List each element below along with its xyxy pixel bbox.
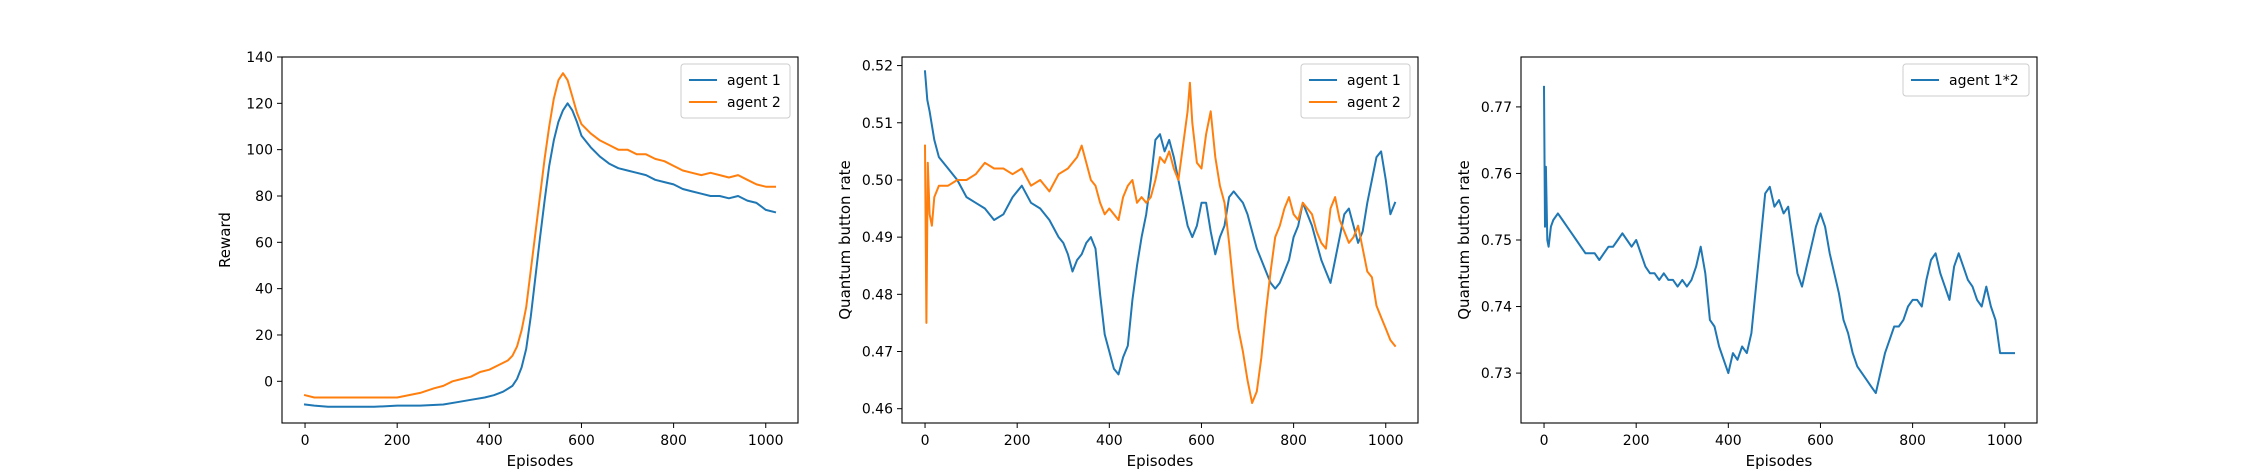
y-tick-label: 100: [246, 143, 273, 159]
chart-panel-1: 0 200 400 600 800 1000 0 20 40 60 80 100 120 140 Episo…: [216, 50, 799, 470]
axes-frame: [901, 56, 1419, 424]
y-axis-label: Quantum button rate: [1455, 160, 1473, 320]
x-tick-label: 600: [1807, 433, 1834, 449]
x-tick-label: 600: [568, 433, 595, 449]
axes-frame: [1520, 56, 2038, 424]
y-tick-label: 0.51: [862, 116, 893, 132]
x-tick-label: 400: [476, 433, 503, 449]
x-tick-label: 400: [1096, 433, 1123, 449]
x-axis-label: Episodes: [1127, 452, 1194, 470]
x-tick-label: 800: [660, 433, 687, 449]
x-axis-label: Episodes: [1746, 452, 1813, 470]
y-tick-label: 60: [255, 235, 273, 251]
legend-label-2: agent 2: [727, 95, 781, 111]
legend-label-2: agent 2: [1347, 95, 1401, 111]
x-tick-label: 1000: [1368, 433, 1404, 449]
x-tick-label: 0: [301, 433, 310, 449]
legend-label-1: agent 1: [727, 73, 781, 89]
legend-label-1: agent 1*2: [1949, 73, 2019, 89]
y-tick-label: 0.46: [862, 402, 893, 418]
legend: agent 1*2: [1902, 63, 2030, 97]
x-tick-label: 200: [384, 433, 411, 449]
x-tick-label: 200: [1623, 433, 1650, 449]
y-axis-label: Quantum button rate: [836, 160, 854, 320]
y-tick-label: 40: [255, 282, 273, 298]
x-tick-label: 800: [1899, 433, 1926, 449]
axes-frame: [281, 56, 799, 424]
y-tick-label: 0.48: [862, 287, 893, 303]
x-tick-label: 1000: [1987, 433, 2023, 449]
y-tick-label: 140: [246, 50, 273, 66]
series-line-2: [923, 81, 1397, 404]
x-axis-label: Episodes: [507, 452, 574, 470]
y-tick-label: 0.52: [862, 59, 893, 75]
series-lines: [303, 72, 777, 408]
y-tick-label: 0.76: [1481, 166, 1512, 182]
chart-panel-2: 0 200 400 600 800 1000 0.46 0.47 0.48 0.49 0.50 0.5…: [836, 56, 1419, 470]
y-tick-label: 120: [246, 96, 273, 112]
series-line-1: [1542, 85, 2015, 395]
x-tick-label: 1000: [748, 433, 784, 449]
x-tick-label: 800: [1280, 433, 1307, 449]
y-tick-label: 0.73: [1481, 366, 1512, 382]
series-line-1: [923, 70, 1397, 376]
series-lines: [923, 70, 1397, 404]
legend-label-1: agent 1: [1347, 73, 1401, 89]
y-tick-label: 0: [264, 374, 273, 390]
y-tick-label: 0.49: [862, 230, 893, 246]
x-tick-label: 0: [921, 433, 930, 449]
series-line-2: [303, 72, 776, 399]
y-tick-label: 20: [255, 328, 273, 344]
y-tick-label: 0.74: [1481, 300, 1512, 316]
series-lines: [1542, 85, 2015, 395]
y-tick-label: 0.47: [862, 345, 893, 361]
legend-box: [1902, 63, 2030, 97]
x-tick-label: 200: [1004, 433, 1031, 449]
x-tick-label: 400: [1715, 433, 1742, 449]
chart-panel-3: 0 200 400 600 800 1000 0.73 0.74 0.75 0.76 0.77 Epi…: [1455, 56, 2038, 470]
legend: agent 1 agent 2: [1300, 63, 1411, 119]
legend: agent 1 agent 2: [680, 63, 791, 119]
y-tick-label: 0.50: [862, 173, 893, 189]
series-line-1: [303, 102, 777, 408]
legend-box: [1300, 63, 1411, 119]
y-tick-label: 0.77: [1481, 100, 1512, 116]
x-tick-label: 0: [1540, 433, 1549, 449]
y-tick-label: 0.75: [1481, 233, 1512, 249]
x-tick-label: 600: [1188, 433, 1215, 449]
legend-box: [680, 63, 791, 119]
y-tick-label: 80: [255, 189, 273, 205]
y-axis-label: Reward: [216, 212, 234, 268]
